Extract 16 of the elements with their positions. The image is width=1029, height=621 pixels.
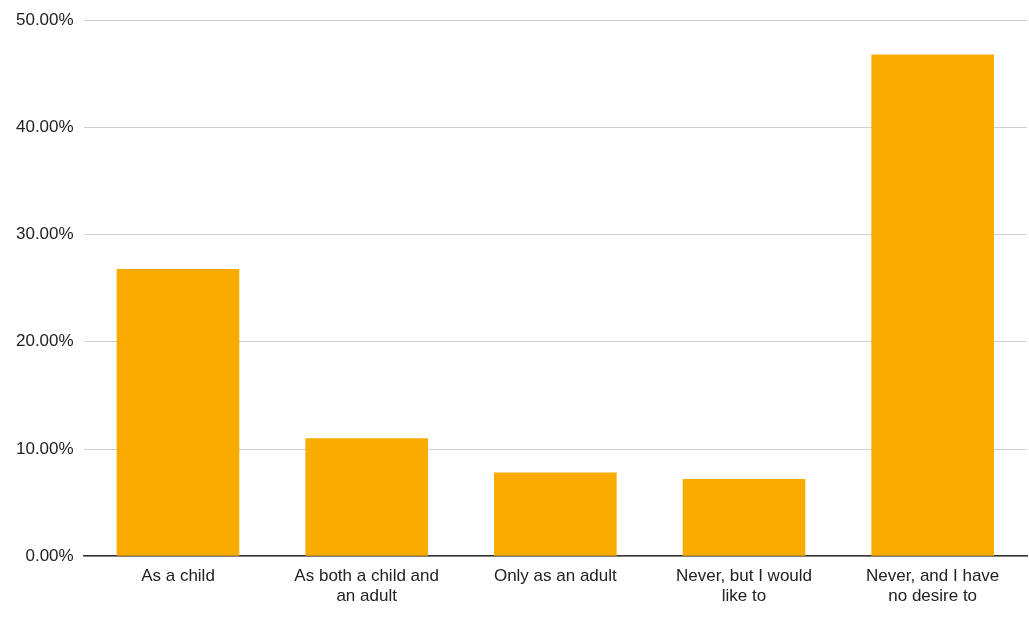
bar: [494, 472, 617, 556]
y-tick-label: 40.00%: [15, 117, 74, 137]
x-tick-label: As a child: [141, 566, 215, 586]
bar: [305, 438, 428, 556]
y-tick-label: 0.00%: [25, 545, 74, 565]
y-tick-label: 10.00%: [15, 438, 74, 458]
x-tick-label: As both a child and an adult: [294, 566, 439, 606]
bar: [116, 268, 240, 556]
y-tick-label: 30.00%: [15, 224, 74, 244]
x-tick-label: Only as an adult: [493, 566, 618, 586]
y-tick-label: 20.00%: [15, 331, 74, 351]
bar: [871, 54, 994, 556]
x-tick-label: Never, and I have no desire to: [866, 566, 1000, 606]
x-tick-label: Never, but I would like to: [675, 566, 813, 606]
y-tick-label: 50.00%: [15, 9, 74, 29]
bar: [682, 479, 806, 556]
